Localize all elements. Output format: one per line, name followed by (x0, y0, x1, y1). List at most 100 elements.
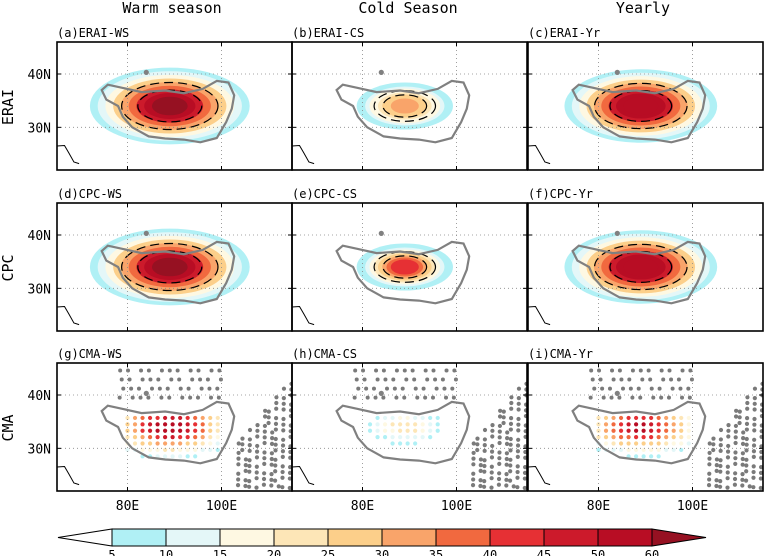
station-marker (269, 477, 274, 482)
station-marker (296, 436, 300, 440)
station-marker (482, 479, 487, 484)
station-marker (398, 415, 403, 421)
station-marker (475, 442, 480, 447)
station-marker (638, 395, 643, 400)
station-marker (159, 395, 164, 400)
station-marker (146, 368, 151, 373)
station-marker (611, 377, 616, 382)
station-marker (362, 377, 367, 382)
station-marker (261, 476, 267, 482)
station-marker (744, 469, 749, 474)
station-marker (209, 395, 214, 400)
station-marker (718, 427, 724, 433)
station-marker (247, 479, 252, 484)
station-marker (147, 415, 153, 421)
station-marker (523, 449, 527, 455)
x-tick-label: 100E (206, 499, 237, 514)
station-marker (686, 435, 691, 440)
station-marker (132, 441, 138, 446)
colorbar-label: 20 (267, 548, 281, 556)
station-marker (193, 441, 198, 446)
station-marker (402, 368, 407, 373)
station-marker (254, 476, 259, 481)
colorbar-box (327, 528, 383, 547)
station-marker (627, 377, 632, 382)
station-marker (236, 456, 241, 461)
station-marker (169, 377, 174, 382)
station-marker (686, 415, 691, 421)
colorbar-box (111, 528, 167, 547)
panel-cpc-ws: (d)CPC-WS 40N 30N (28, 187, 293, 332)
station-marker (596, 415, 601, 421)
station-marker (402, 395, 407, 400)
coastline (292, 465, 315, 486)
station-marker (628, 386, 633, 391)
panel-plot-area (57, 363, 300, 491)
station-marker (272, 478, 278, 483)
station-marker (261, 482, 267, 487)
colorbar-label: 25 (321, 548, 335, 556)
station-marker (273, 436, 278, 442)
station-marker (656, 454, 661, 459)
station-marker (254, 455, 260, 460)
station-marker (686, 422, 691, 427)
station-marker (428, 428, 433, 433)
station-marker (618, 428, 624, 433)
panel-label: (h)CMA-CS (292, 347, 357, 361)
station-marker (243, 457, 249, 462)
station-marker (741, 436, 746, 441)
station-marker (198, 377, 203, 382)
station-marker (269, 441, 275, 446)
station-marker (125, 415, 130, 421)
colorbar-box (381, 528, 437, 547)
station-marker (531, 409, 535, 413)
station-marker (671, 428, 676, 433)
station-marker (725, 464, 730, 469)
station-marker (478, 478, 483, 483)
station-marker (353, 368, 358, 373)
station-marker (423, 368, 428, 373)
plateau-outline (100, 79, 236, 144)
plateau-outline (100, 400, 236, 465)
station-marker (381, 395, 386, 400)
station-marker (634, 454, 639, 459)
station-marker (504, 441, 510, 446)
station-marker (262, 461, 267, 466)
station-marker (588, 395, 593, 400)
station-marker (451, 395, 456, 400)
station-marker (671, 441, 676, 446)
station-marker (140, 435, 145, 440)
station-marker (450, 386, 455, 391)
station-marker (489, 464, 494, 469)
station-marker (367, 422, 373, 427)
station-marker (177, 377, 182, 382)
station-marker (726, 423, 731, 428)
precip-contour-line (593, 243, 688, 291)
station-marker (707, 471, 712, 476)
station-marker (596, 428, 601, 433)
station-marker (733, 423, 739, 429)
station-marker (420, 428, 425, 433)
station-marker (611, 441, 616, 446)
station-marker (751, 485, 756, 490)
station-marker (489, 455, 495, 460)
station-marker (752, 407, 757, 412)
precip-contour-line (593, 82, 688, 130)
station-marker (295, 483, 299, 487)
lake-marker (378, 390, 384, 396)
station-marker (603, 428, 609, 433)
station-marker (217, 368, 222, 373)
station-marker (385, 386, 390, 391)
plateau-outline (335, 79, 471, 144)
station-marker (287, 476, 292, 481)
station-marker (516, 386, 522, 391)
station-marker (504, 451, 509, 456)
station-marker (281, 416, 286, 422)
station-marker (269, 472, 274, 477)
station-marker (240, 447, 245, 453)
column-headers: Warm season Cold Season Yearly (122, 0, 670, 17)
station-marker (611, 422, 616, 427)
station-marker (375, 422, 380, 427)
station-marker (371, 386, 376, 391)
station-marker (664, 435, 669, 440)
